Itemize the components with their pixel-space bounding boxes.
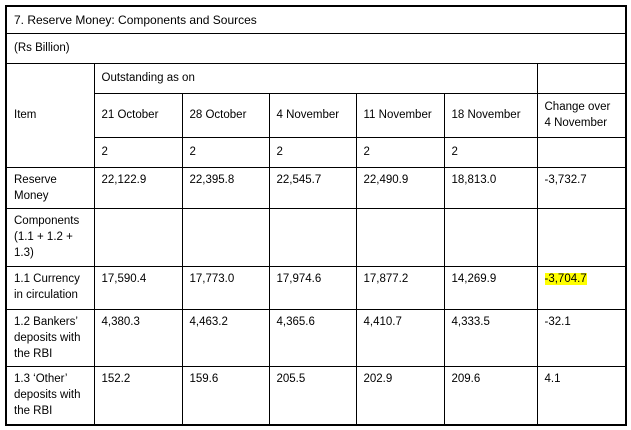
title-row: 7. Reserve Money: Components and Sources <box>5 5 627 34</box>
footnote-mark: 2 <box>93 136 183 168</box>
footnote-mark: 2 <box>443 136 538 168</box>
change-value: 4.1 <box>544 372 561 385</box>
value-cell: 14,269.9 <box>443 265 538 310</box>
table-row: 1.1 Currency in circulation 17,590.4 17,… <box>5 265 627 310</box>
subtitle-row: (Rs Billion) <box>5 32 627 64</box>
value-cell: 152.2 <box>93 365 183 426</box>
change-value: -32.1 <box>544 315 571 328</box>
value-cell: 22,545.7 <box>268 166 357 209</box>
value-cell: 17,877.2 <box>355 265 445 310</box>
row-item-label: Components (1.1 + 1.2 + 1.3) <box>5 207 95 267</box>
change-value: -3,732.7 <box>544 173 587 186</box>
value-cell: 159.6 <box>181 365 270 426</box>
empty-footnote-cell <box>536 136 627 168</box>
value-cell: 17,974.6 <box>268 265 357 310</box>
row-item-label: Reserve Money <box>5 166 95 209</box>
table-row: Components (1.1 + 1.2 + 1.3) <box>5 207 627 267</box>
row-item-label: 1.1 Currency in circulation <box>5 265 95 310</box>
column-header-change: Change over 4 November <box>536 92 627 138</box>
value-cell: 17,590.4 <box>93 265 183 310</box>
value-cell: 22,122.9 <box>93 166 183 209</box>
change-cell <box>536 207 627 267</box>
empty-header-cell <box>536 62 627 94</box>
footnote-mark: 2 <box>268 136 357 168</box>
value-cell: 4,410.7 <box>355 308 445 367</box>
value-cell: 4,365.6 <box>268 308 357 367</box>
header-dates-row: 21 October 28 October 4 November 11 Nove… <box>6 92 627 138</box>
column-header-date: 4 November <box>268 92 357 138</box>
footnote-mark: 2 <box>355 136 445 168</box>
value-cell: 4,380.3 <box>93 308 183 367</box>
value-cell: 4,333.5 <box>443 308 538 367</box>
column-header-item: Item <box>5 62 95 168</box>
row-item-label: 1.3 ‘Other’ deposits with the RBI <box>5 365 95 426</box>
value-cell <box>181 207 270 267</box>
change-cell: 4.1 <box>536 365 627 426</box>
change-cell: -3,732.7 <box>536 166 627 209</box>
value-cell: 17,773.0 <box>181 265 270 310</box>
value-cell <box>93 207 183 267</box>
column-header-date: 18 November <box>443 92 538 138</box>
table-row: 1.2 Bankers’ deposits with the RBI 4,380… <box>5 308 627 367</box>
value-cell: 22,395.8 <box>181 166 270 209</box>
column-header-date: 28 October <box>181 92 270 138</box>
value-cell: 202.9 <box>355 365 445 426</box>
value-cell: 22,490.9 <box>355 166 445 209</box>
change-cell: -32.1 <box>536 308 627 367</box>
table-subtitle: (Rs Billion) <box>5 32 627 64</box>
value-cell <box>268 207 357 267</box>
footnote-mark: 2 <box>181 136 270 168</box>
row-item-label: 1.2 Bankers’ deposits with the RBI <box>5 308 95 367</box>
table-title: 7. Reserve Money: Components and Sources <box>5 5 627 34</box>
value-cell <box>443 207 538 267</box>
table-row: Reserve Money 22,122.9 22,395.8 22,545.7… <box>5 166 627 209</box>
column-header-date: 11 November <box>355 92 445 138</box>
column-header-outstanding: Outstanding as on <box>93 62 538 94</box>
value-cell: 4,463.2 <box>181 308 270 367</box>
footnote-marks-row: 2 2 2 2 2 <box>6 136 627 168</box>
value-cell: 205.5 <box>268 365 357 426</box>
header-group-row: Item Outstanding as on <box>5 62 627 168</box>
value-cell: 209.6 <box>443 365 538 426</box>
reserve-money-table: 7. Reserve Money: Components and Sources… <box>5 5 627 426</box>
value-cell <box>355 207 445 267</box>
highlighted-change-value: -3,704.7 <box>544 272 587 285</box>
value-cell: 18,813.0 <box>443 166 538 209</box>
change-cell: -3,704.7 <box>536 265 627 310</box>
table-row: 1.3 ‘Other’ deposits with the RBI 152.2 … <box>5 365 627 426</box>
column-header-date: 21 October <box>93 92 183 138</box>
